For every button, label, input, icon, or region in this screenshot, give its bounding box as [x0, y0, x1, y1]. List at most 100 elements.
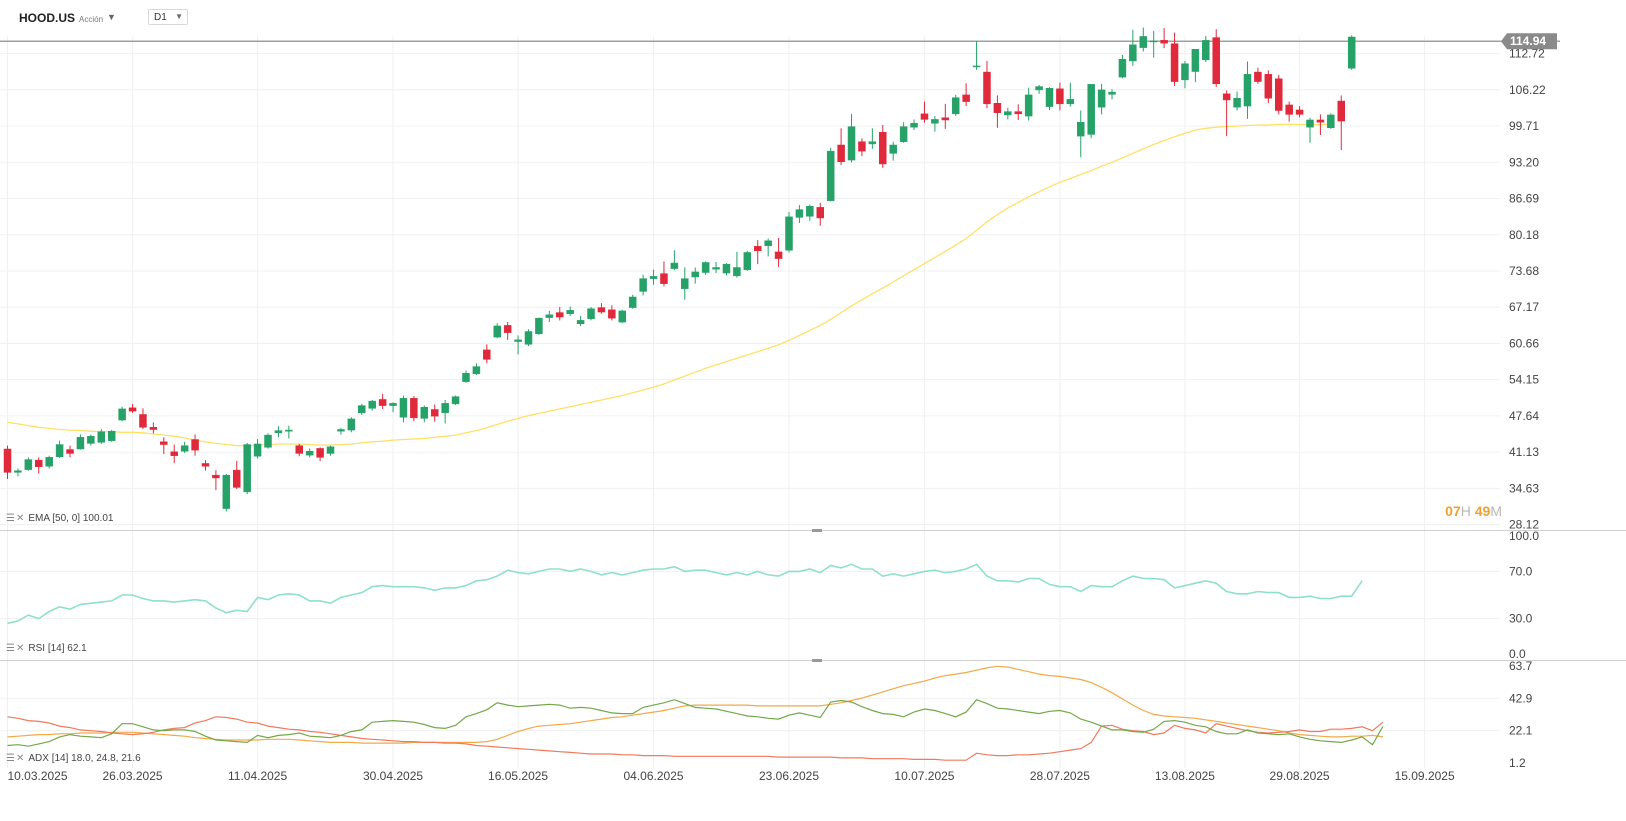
timeframe-select[interactable]: D1 ▼	[148, 9, 188, 25]
resize-handle[interactable]	[812, 659, 822, 662]
candle[interactable]	[722, 263, 731, 276]
candle[interactable]	[1066, 82, 1075, 107]
candle[interactable]	[1264, 70, 1273, 104]
candle[interactable]	[1202, 35, 1210, 63]
candle[interactable]	[993, 95, 1002, 128]
candle[interactable]	[1274, 74, 1283, 115]
candle[interactable]	[107, 430, 116, 442]
candle[interactable]	[1254, 67, 1262, 84]
candle[interactable]	[535, 317, 543, 335]
candle[interactable]	[649, 269, 658, 285]
candle[interactable]	[660, 261, 668, 287]
candle[interactable]	[368, 400, 376, 411]
candle[interactable]	[951, 94, 960, 117]
candle[interactable]	[733, 251, 741, 278]
candle[interactable]	[1024, 87, 1033, 121]
candle[interactable]	[305, 448, 314, 458]
candle[interactable]	[337, 427, 345, 435]
candle[interactable]	[45, 455, 53, 469]
candle[interactable]	[1139, 27, 1148, 52]
candle[interactable]	[285, 425, 293, 439]
menu-icon[interactable]: ☰	[6, 513, 15, 524]
candle[interactable]	[253, 438, 262, 459]
candle[interactable]	[670, 250, 679, 271]
rsi-legend[interactable]: ☰✕ RSI [14] 62.1	[6, 643, 87, 654]
candle[interactable]	[1160, 28, 1168, 49]
candle[interactable]	[566, 306, 574, 316]
candle[interactable]	[879, 124, 887, 168]
candle[interactable]	[35, 457, 43, 474]
candle[interactable]	[1170, 32, 1179, 87]
candle[interactable]	[1129, 29, 1137, 66]
candle[interactable]	[1243, 61, 1252, 119]
candle[interactable]	[430, 404, 439, 422]
price-axis[interactable]: 112.72 106.22 99.71 93.20 86.69 80.18 73.68 67.…	[1501, 33, 1557, 770]
candle[interactable]	[889, 141, 897, 161]
candle[interactable]	[24, 457, 33, 471]
candle[interactable]	[1014, 104, 1022, 120]
candle[interactable]	[1337, 95, 1346, 151]
candle[interactable]	[597, 303, 606, 314]
candle[interactable]	[618, 309, 627, 324]
candle[interactable]	[118, 406, 126, 422]
candle[interactable]	[1191, 49, 1200, 83]
close-icon[interactable]: ✕	[15, 513, 25, 524]
candle[interactable]	[316, 447, 324, 462]
candle[interactable]	[545, 310, 554, 323]
candle[interactable]	[420, 405, 429, 423]
candle[interactable]	[1316, 114, 1325, 135]
candle[interactable]	[55, 440, 64, 458]
candle[interactable]	[326, 445, 335, 456]
candle[interactable]	[931, 116, 939, 132]
candle[interactable]	[274, 426, 283, 438]
menu-icon[interactable]: ☰	[6, 643, 15, 654]
candle[interactable]	[378, 393, 387, 409]
candle[interactable]	[639, 274, 647, 296]
rsi-pane[interactable]	[7, 563, 1363, 625]
candle[interactable]	[837, 128, 845, 166]
candle[interactable]	[441, 400, 449, 424]
candle[interactable]	[128, 403, 137, 413]
candle[interactable]	[1118, 54, 1127, 79]
resize-handle[interactable]	[812, 529, 822, 532]
candle[interactable]	[1149, 30, 1158, 58]
candle[interactable]	[962, 83, 970, 107]
candle[interactable]	[753, 240, 762, 265]
candle[interactable]	[1045, 87, 1054, 110]
candle[interactable]	[1285, 101, 1293, 122]
candle[interactable]	[451, 395, 460, 406]
candle[interactable]	[764, 238, 772, 257]
candle[interactable]	[66, 445, 74, 458]
candle[interactable]	[1108, 89, 1116, 100]
candle[interactable]	[701, 261, 710, 275]
candle[interactable]	[1004, 107, 1012, 120]
candle[interactable]	[681, 267, 689, 300]
candle[interactable]	[1212, 29, 1220, 88]
candle[interactable]	[399, 395, 408, 423]
candle[interactable]	[1222, 90, 1231, 137]
candle[interactable]	[1181, 60, 1189, 89]
candle[interactable]	[806, 204, 814, 221]
candle[interactable]	[868, 128, 877, 149]
candle[interactable]	[483, 344, 491, 364]
candle[interactable]	[826, 147, 835, 202]
close-icon[interactable]: ✕	[15, 753, 25, 764]
candle[interactable]	[1233, 91, 1241, 111]
candle[interactable]	[264, 433, 272, 449]
candle[interactable]	[1295, 106, 1304, 118]
candle[interactable]	[347, 417, 356, 433]
candle[interactable]	[201, 460, 210, 471]
candle[interactable]	[1097, 83, 1106, 115]
candle[interactable]	[576, 315, 585, 326]
candle[interactable]	[1056, 82, 1064, 111]
candle[interactable]	[556, 307, 564, 321]
candle[interactable]	[503, 322, 512, 340]
candle[interactable]	[514, 335, 522, 355]
candle[interactable]	[1306, 117, 1314, 143]
candle[interactable]	[97, 428, 106, 444]
candle[interactable]	[795, 205, 804, 223]
candle[interactable]	[3, 445, 12, 480]
candle[interactable]	[76, 434, 85, 450]
candle[interactable]	[941, 103, 950, 129]
time-axis[interactable]: 10.03.2025 26.03.2025 11.04.2025 30.04.2025…	[7, 769, 1455, 783]
